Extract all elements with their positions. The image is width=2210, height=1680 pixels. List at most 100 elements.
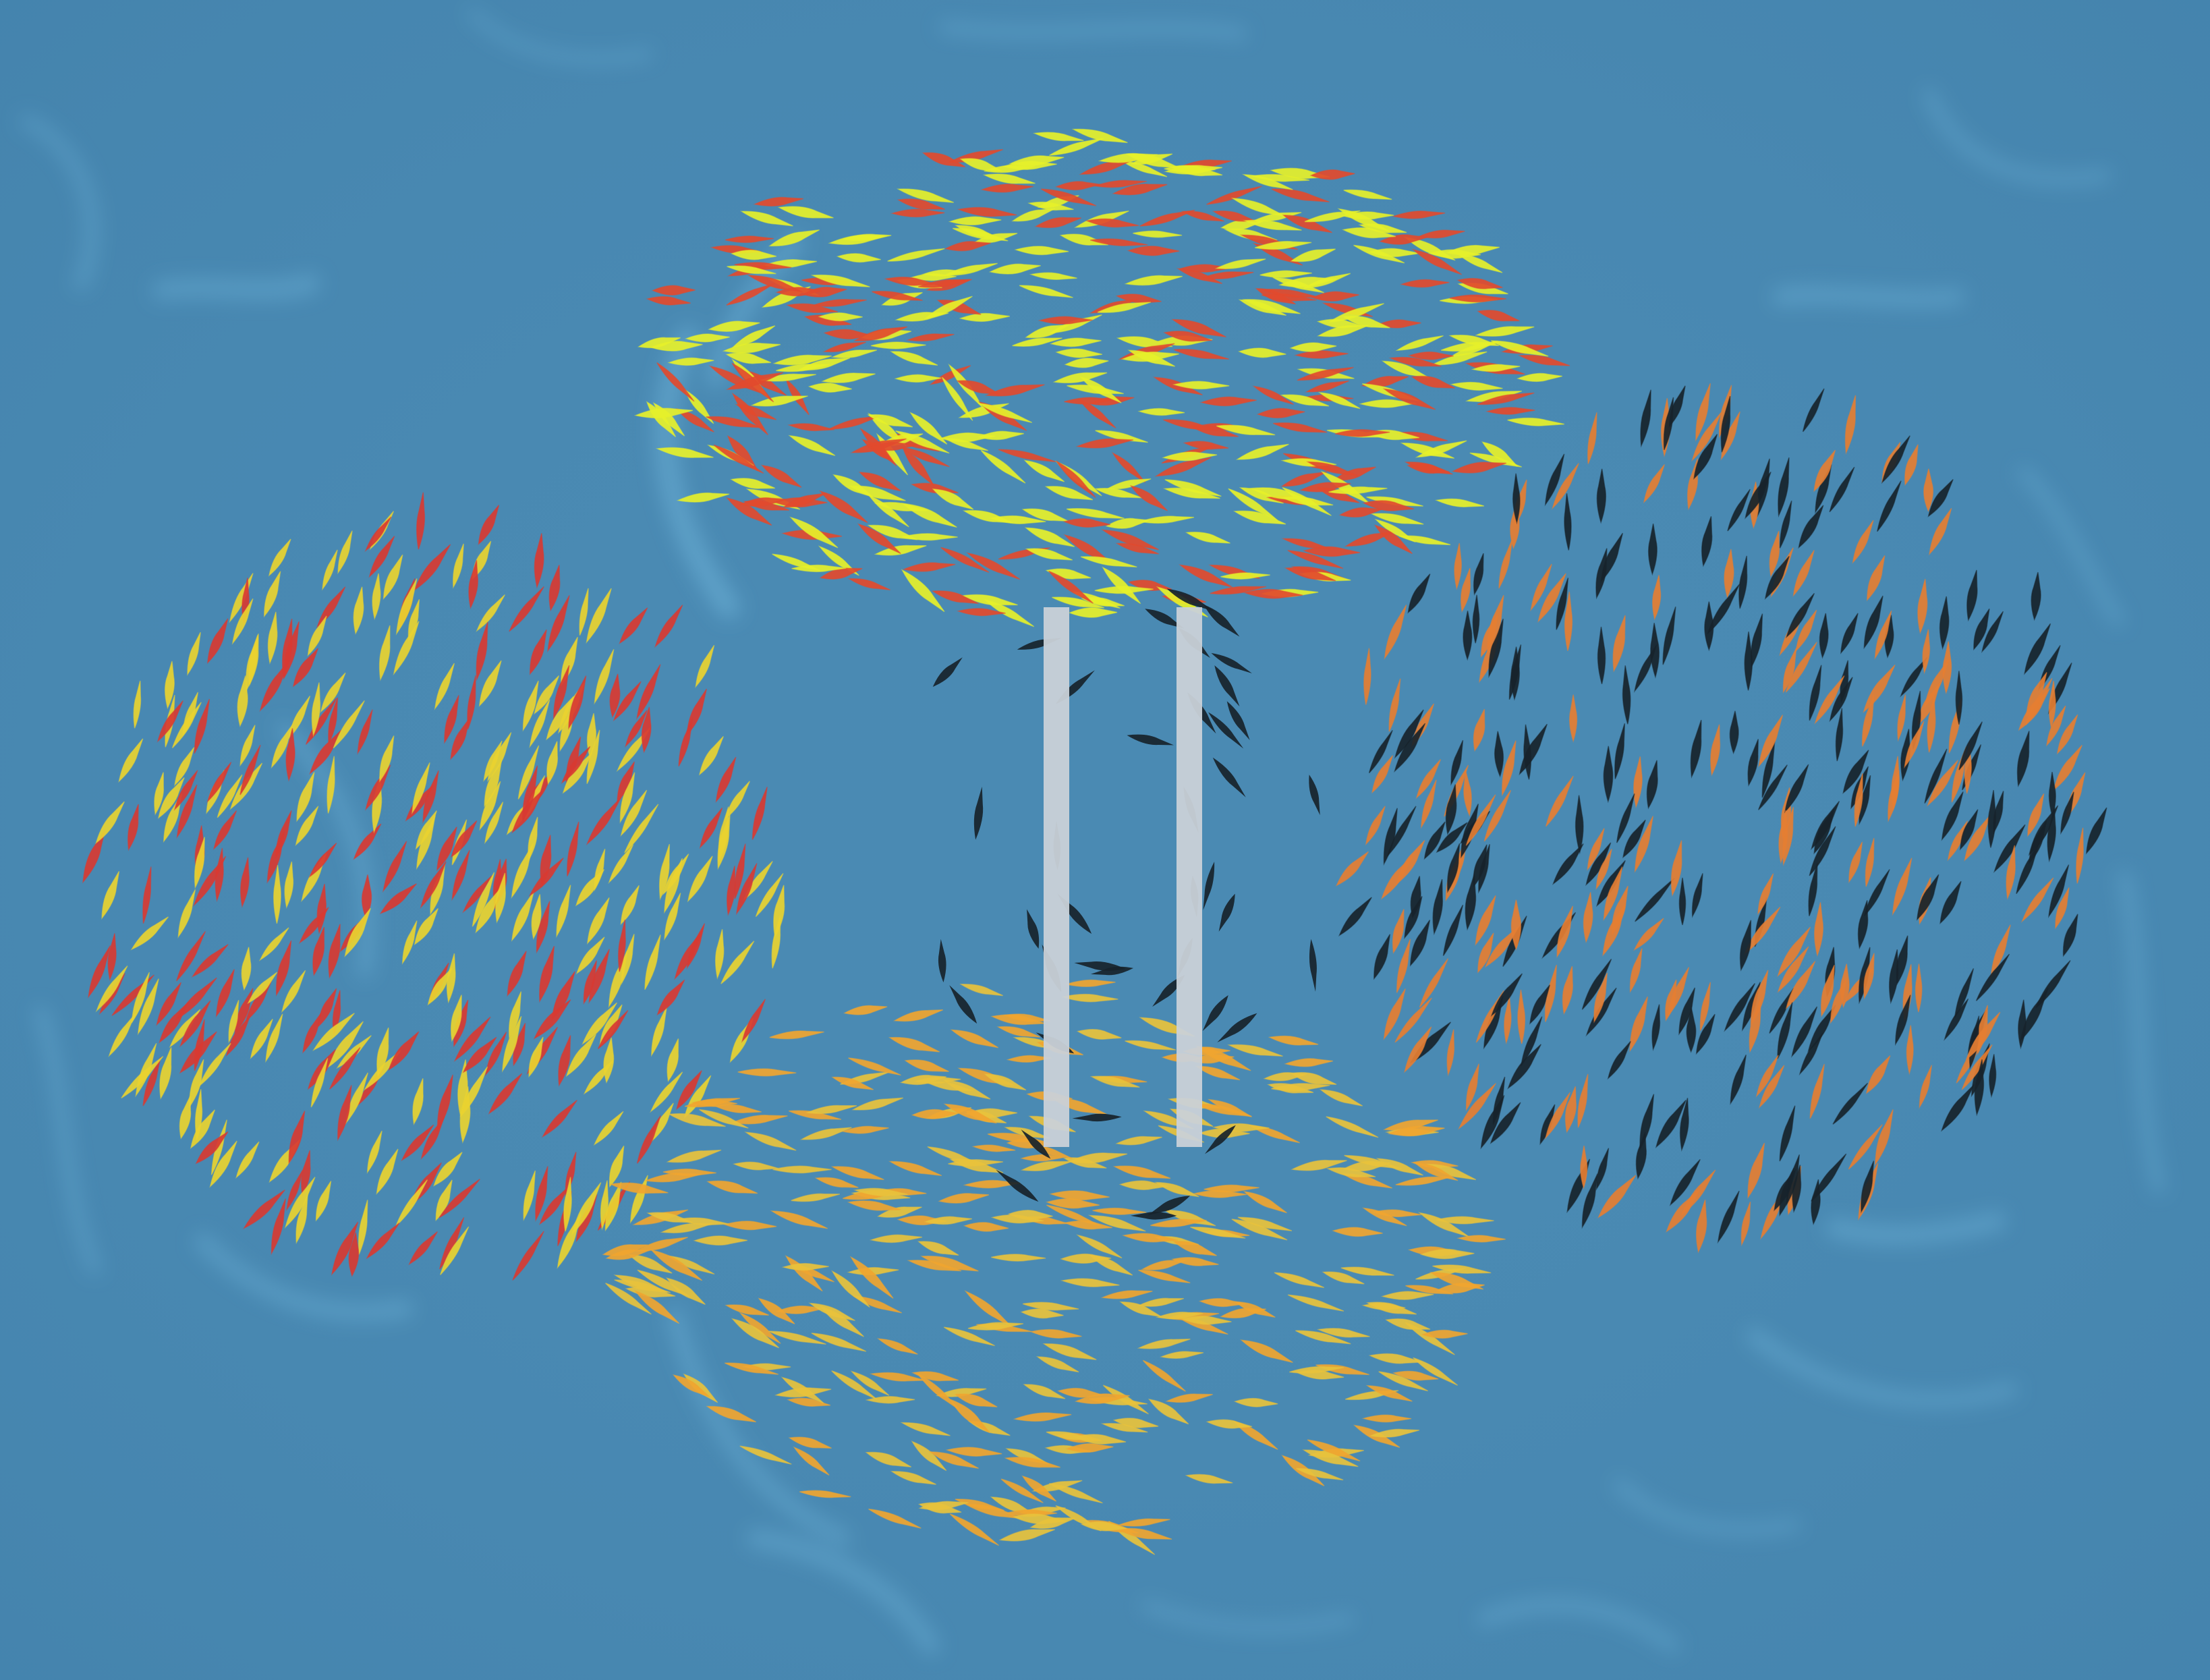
- fish: [911, 1109, 958, 1119]
- fish: [1485, 407, 1535, 415]
- fish: [957, 206, 1017, 217]
- fish: [416, 492, 426, 550]
- fish: [735, 403, 777, 420]
- fish: [1125, 1040, 1177, 1051]
- fish: [1477, 392, 1535, 405]
- fish: [1678, 877, 1687, 926]
- fish: [1319, 1089, 1363, 1107]
- fish: [301, 1150, 311, 1198]
- fish: [1633, 756, 1643, 809]
- fish: [656, 362, 695, 402]
- fish: [1814, 675, 1845, 725]
- fish: [534, 675, 560, 715]
- fish: [501, 1015, 522, 1073]
- fish: [1587, 828, 1605, 871]
- fish: [241, 947, 252, 991]
- fish: [1863, 953, 1875, 1000]
- fish: [433, 1152, 463, 1187]
- fish: [1130, 1212, 1177, 1220]
- fish: [164, 661, 175, 710]
- fish: [1012, 337, 1062, 347]
- fish: [579, 588, 589, 636]
- fish: [1344, 1154, 1402, 1170]
- fish: [1363, 648, 1371, 705]
- fish: [1067, 384, 1124, 395]
- fish: [1906, 1025, 1914, 1075]
- pause-button[interactable]: [1012, 594, 1241, 1160]
- fish: [235, 1141, 260, 1179]
- fish: [730, 478, 776, 489]
- fish: [1371, 755, 1394, 794]
- fish: [819, 567, 863, 580]
- fish: [567, 821, 579, 876]
- fish: [331, 1221, 359, 1276]
- fish: [772, 354, 832, 366]
- fish: [1961, 1044, 1993, 1090]
- fish: [1729, 710, 1739, 755]
- fish: [889, 351, 938, 366]
- right-school: [1335, 383, 2107, 1254]
- fish: [1064, 358, 1109, 368]
- fish: [847, 578, 890, 591]
- fish: [1727, 488, 1751, 532]
- fish: [2023, 623, 2051, 675]
- fish: [1508, 644, 1522, 700]
- fish: [1477, 932, 1494, 974]
- fish: [1040, 188, 1097, 206]
- fish: [1066, 508, 1125, 519]
- fish: [1436, 822, 1468, 853]
- fish: [1214, 665, 1240, 707]
- fish: [1085, 218, 1139, 228]
- fish: [848, 1057, 901, 1076]
- fish: [959, 312, 1010, 323]
- fish: [281, 970, 306, 1013]
- fish: [1678, 987, 1696, 1036]
- fish: [1309, 939, 1317, 992]
- fish: [605, 1249, 650, 1260]
- fish: [215, 969, 235, 1018]
- fish: [1597, 626, 1606, 684]
- fish: [275, 940, 292, 997]
- fish: [726, 866, 736, 917]
- fish: [1863, 664, 1896, 713]
- fish: [1639, 1094, 1655, 1152]
- fish: [1161, 451, 1218, 461]
- fish: [177, 889, 196, 939]
- fish: [1124, 275, 1183, 286]
- fish: [1386, 806, 1417, 857]
- fish: [1779, 1105, 1796, 1162]
- fish: [789, 516, 839, 549]
- fish: [1271, 188, 1330, 203]
- fish: [1183, 441, 1229, 450]
- fish: [593, 1111, 624, 1146]
- fish: [1861, 694, 1875, 747]
- fish: [1220, 1308, 1267, 1319]
- fish: [1724, 549, 1734, 599]
- fish: [637, 337, 681, 349]
- fish: [1580, 1145, 1588, 1190]
- fish: [1432, 878, 1444, 936]
- fish: [1063, 1220, 1112, 1230]
- fish: [1490, 1102, 1521, 1145]
- fish: [1289, 342, 1337, 352]
- fish: [1442, 904, 1464, 956]
- fish: [1388, 356, 1442, 367]
- fish: [237, 675, 248, 727]
- fish: [1739, 920, 1752, 972]
- fish: [619, 607, 648, 644]
- fish: [822, 341, 867, 353]
- fish: [1232, 510, 1286, 525]
- fish: [1098, 152, 1158, 163]
- fish: [1394, 723, 1426, 773]
- fish: [1203, 605, 1240, 637]
- fish: [1100, 1422, 1148, 1433]
- fish: [1501, 740, 1517, 797]
- fish: [1380, 1291, 1434, 1300]
- fish: [2060, 791, 2074, 835]
- fish: [771, 915, 781, 969]
- fish: [775, 287, 822, 297]
- fish: [1529, 984, 1551, 1025]
- fish: [1256, 408, 1305, 419]
- fish: [1927, 759, 1959, 807]
